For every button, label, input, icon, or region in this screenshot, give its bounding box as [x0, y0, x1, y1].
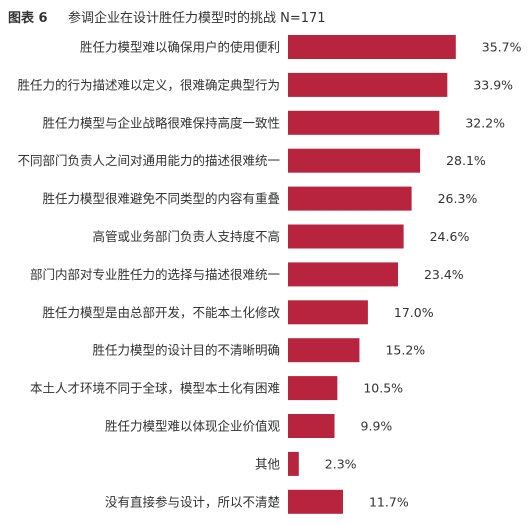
- bar: [288, 224, 404, 249]
- bar: [288, 338, 360, 363]
- category-label: 本土人才环境不同于全球，模型本土化有困难: [30, 381, 280, 396]
- bar-row: 不同部门负责人之间对通用能力的描述很难统一 28.1%: [17, 148, 486, 173]
- bar: [288, 35, 456, 59]
- value-label: 26.3%: [438, 191, 478, 206]
- bar-row: 胜任力模型与企业战略很难保持高度一致性 32.2%: [42, 110, 505, 135]
- value-label: 28.1%: [446, 153, 486, 168]
- category-label: 没有直接参与设计，所以不清楚: [105, 494, 281, 509]
- value-label: 11.7%: [369, 494, 409, 509]
- bar: [288, 110, 440, 135]
- bar: [288, 376, 338, 401]
- bar: [288, 148, 421, 173]
- value-label: 35.7%: [482, 40, 522, 55]
- category-label: 其他: [255, 456, 281, 471]
- value-label: 9.9%: [361, 419, 393, 434]
- bar-row: 高管或业务部门负责人支持度不高 24.6%: [92, 224, 470, 249]
- bar: [288, 72, 448, 97]
- value-label: 33.9%: [473, 77, 513, 92]
- bar: [288, 300, 368, 325]
- category-label: 胜任力模型的设计目的不清晰明确: [92, 343, 280, 358]
- figure-header: 图表 6 参调企业在设计胜任力模型时的挑战 N=171: [0, 0, 531, 30]
- category-label: 高管或业务部门负责人支持度不高: [92, 229, 280, 244]
- bar-row: 胜任力的行为描述难以定义，很难确定典型行为 33.9%: [17, 72, 513, 97]
- bar: [288, 414, 335, 438]
- category-label: 胜任力模型难以确保用户的使用便利: [80, 40, 280, 55]
- value-label: 15.2%: [385, 343, 425, 358]
- value-label: 2.3%: [325, 456, 357, 471]
- value-label: 24.6%: [430, 229, 470, 244]
- bar: [288, 451, 299, 476]
- chart-title: 参调企业在设计胜任力模型时的挑战 N=171: [68, 11, 326, 26]
- category-label: 胜任力模型与企业战略很难保持高度一致性: [42, 115, 280, 130]
- value-label: 10.5%: [363, 381, 403, 396]
- category-label: 不同部门负责人之间对通用能力的描述很难统一: [17, 153, 280, 168]
- bar-row: 其他 2.3%: [255, 451, 357, 476]
- bar-row: 胜任力模型很难避免不同类型的内容有重叠 26.3%: [42, 186, 478, 211]
- category-label: 胜任力模型很难避免不同类型的内容有重叠: [42, 191, 280, 206]
- value-label: 32.2%: [465, 115, 505, 130]
- category-label: 胜任力模型难以体现企业价值观: [105, 419, 281, 434]
- bar-row: 胜任力模型难以体现企业价值观 9.9%: [105, 414, 392, 438]
- bar-row: 没有直接参与设计，所以不清楚 11.7%: [105, 489, 409, 514]
- bar-row: 胜任力模型的设计目的不清晰明确 15.2%: [92, 338, 425, 363]
- value-label: 23.4%: [424, 267, 464, 282]
- category-label: 胜任力的行为描述难以定义，很难确定典型行为: [17, 77, 280, 92]
- bar-row: 本土人才环境不同于全球，模型本土化有困难 10.5%: [30, 376, 403, 401]
- bar-row: 部门内部对专业胜任力的选择与描述很难统一 23.4%: [30, 262, 464, 287]
- bar: [288, 262, 398, 287]
- bar: [288, 186, 412, 211]
- bar-row: 胜任力模型是由总部开发，不能本土化修改 17.0%: [42, 300, 434, 325]
- figure-label: 图表 6: [8, 11, 48, 26]
- value-label: 17.0%: [394, 305, 434, 320]
- category-label: 部门内部对专业胜任力的选择与描述很难统一: [30, 267, 280, 282]
- category-label: 胜任力模型是由总部开发，不能本土化修改: [42, 305, 280, 320]
- bar-row: 胜任力模型难以确保用户的使用便利 35.7%: [80, 35, 522, 59]
- bar: [288, 489, 343, 514]
